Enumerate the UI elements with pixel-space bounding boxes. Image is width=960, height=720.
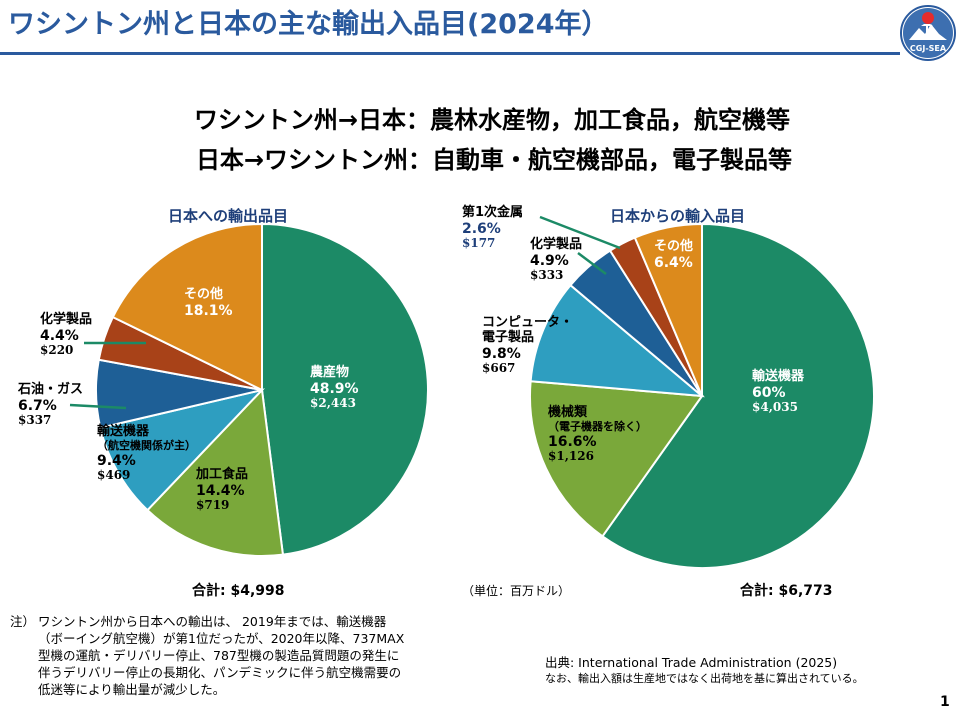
source-note: なお、輸出入額は生産地ではなく出荷地を基に算出されている。 xyxy=(545,672,864,685)
footnote-text: ワシントン州から日本への輸出は、 2019年までは、輸送機器（ボーイング航空機）… xyxy=(38,614,405,697)
export-total: 合計: $4,998 xyxy=(192,583,285,599)
import-pie xyxy=(529,222,875,569)
source-line: 出典: International Trade Administration (… xyxy=(545,655,838,670)
leader-line-chemical-import xyxy=(577,252,607,275)
export-slice-1 xyxy=(146,387,285,557)
leader-line-oilgas xyxy=(69,403,127,410)
headline-imports: 日本→ワシントン州：自動車・航空機部品，電子製品等 xyxy=(195,146,793,174)
import-label-machinery: 機械類 （電子機器を除く） 16.6% $1,126 xyxy=(548,405,647,463)
export-chart-title: 日本への輸出品目 xyxy=(168,207,289,225)
import-label-metals: 第1次金属 2.6% $177 xyxy=(462,205,524,251)
import-label-chemical: 化学製品 4.9% $333 xyxy=(530,237,583,283)
source: 出典: International Trade Administration (… xyxy=(545,655,864,687)
import-label-computers: コンピュータ・ 電子製品 9.8% $667 xyxy=(482,315,574,375)
cgj-sea-logo: CGJ-SEA xyxy=(899,4,957,62)
footnote-prefix: 注） xyxy=(10,614,36,629)
export-slice-2 xyxy=(99,388,266,512)
import-slice-1 xyxy=(529,380,704,538)
headline-exports: ワシントン州→日本：農林水産物，加工食品，航空機等 xyxy=(193,106,791,134)
import-slice-0 xyxy=(601,222,875,569)
slide-title: ワシントン州と日本の主な輸出入品目(2024年） xyxy=(8,9,609,40)
export-label-processed-food: 加工食品 14.4% $719 xyxy=(196,467,249,513)
import-chart-title: 日本からの輸入品目 xyxy=(610,207,746,225)
leader-line-metals xyxy=(539,215,621,250)
import-slice-5 xyxy=(633,222,703,397)
import-total: 合計: $6,773 xyxy=(740,583,833,599)
export-label-other: その他 18.1% xyxy=(184,287,233,319)
title-rule xyxy=(0,52,900,55)
logo-icon: CGJ-SEA xyxy=(900,5,956,61)
export-label-transport: 輸送機器 （航空機関係が主） 9.4% $469 xyxy=(97,424,196,482)
page-number: 1 xyxy=(940,694,950,710)
import-slice-2 xyxy=(529,283,706,398)
export-label-chemical: 化学製品 4.4% $220 xyxy=(40,312,93,358)
export-pie xyxy=(95,222,429,557)
export-slice-0 xyxy=(261,222,429,556)
import-label-other: その他 6.4% xyxy=(654,239,694,271)
unit-label: （単位：百万ドル） xyxy=(462,584,571,598)
export-label-agri: 農産物 48.9% $2,443 xyxy=(310,365,359,411)
import-label-transport: 輸送機器 60% $4,035 xyxy=(752,369,805,415)
logo-text: CGJ-SEA xyxy=(910,44,947,53)
export-label-oilgas: 石油・ガス 6.7% $337 xyxy=(18,382,84,428)
export-slice-5 xyxy=(111,222,263,392)
